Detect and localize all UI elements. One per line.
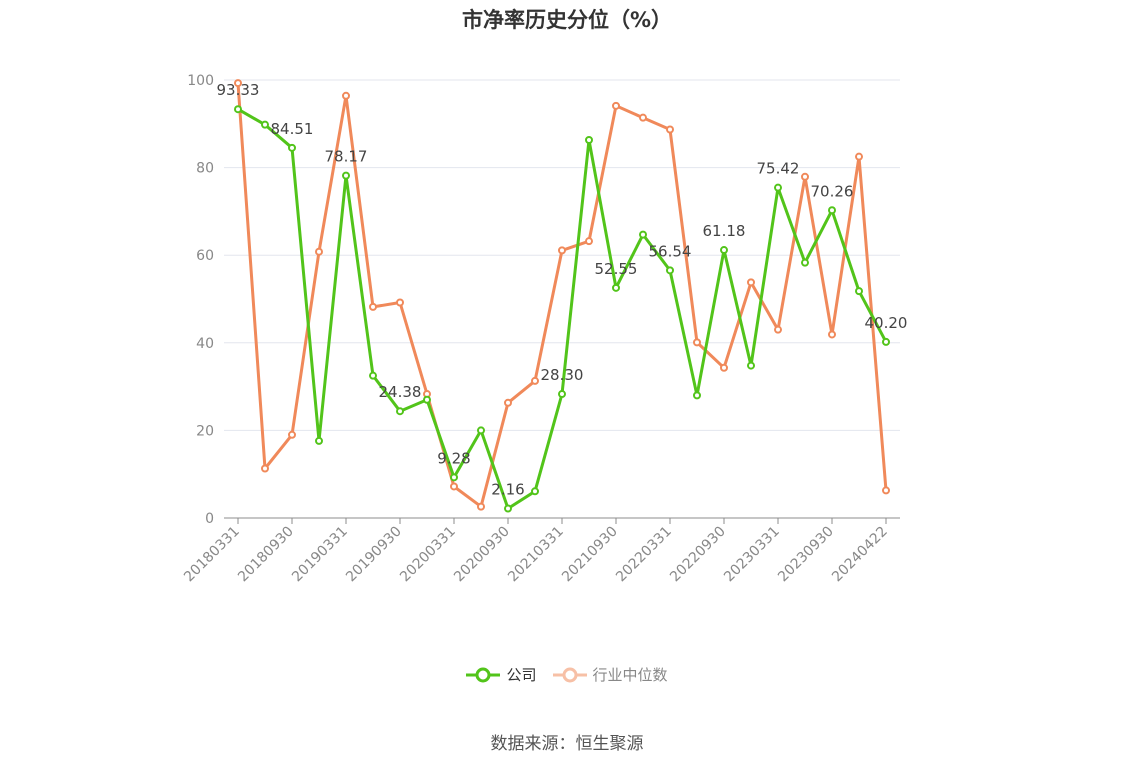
data-point [396,407,404,416]
data-point [882,486,890,495]
legend: 公司 行业中位数 [0,664,1134,685]
data-point [315,436,323,445]
data-point [720,363,728,372]
data-point [612,101,620,110]
legend-label-company: 公司 [506,666,537,684]
x-tick-label: 20230331 [721,524,783,586]
data-point [288,143,296,152]
chart-title: 市净率历史分位（%） [461,8,673,32]
series-layer [234,79,890,513]
data-label: 56.54 [649,242,692,260]
data-label: 28.30 [541,366,584,384]
data-label: 9.28 [437,449,470,467]
x-tick-label: 20220331 [613,524,675,586]
data-point [612,283,620,292]
data-point [315,247,323,256]
data-point [423,395,431,404]
data-point [774,183,782,192]
data-point [747,278,755,287]
x-tick-label: 20190930 [343,524,405,586]
legend-line-symbol-icon [466,667,501,682]
data-point [504,398,512,407]
data-label: 24.38 [379,383,422,401]
data-point [666,266,674,275]
x-tick-label: 20230930 [775,524,837,586]
data-label: 78.17 [325,148,368,166]
data-point [693,391,701,400]
legend-item-industry-median[interactable]: 行业中位数 [552,664,668,685]
y-axis-ticks: 0 20 40 60 80 100 [187,73,214,527]
legend-label-industry-median: 行业中位数 [592,666,668,684]
data-point [234,79,242,88]
data-labels: 93.33 84.51 78.17 24.38 9.28 2.16 28.30 52.55 56… [217,81,908,498]
data-point [855,152,863,161]
data-point [558,390,566,399]
data-point [774,325,782,334]
data-label: 70.26 [811,182,854,200]
legend-line-symbol-icon [552,667,587,682]
data-point [720,246,728,255]
x-tick-label: 20200331 [397,524,459,586]
data-point [747,361,755,370]
data-point [477,502,485,511]
x-tick-label: 20240422 [829,524,891,586]
y-tick-label: 40 [196,336,214,352]
data-label: 93.33 [217,81,260,99]
x-tick-label: 20210331 [505,524,567,586]
legend-item-company[interactable]: 公司 [466,664,537,685]
data-point [585,237,593,246]
y-tick-label: 60 [196,248,214,264]
data-point [855,287,863,296]
data-point [342,171,350,180]
data-point [558,246,566,255]
x-tick-label: 20180331 [181,524,243,586]
x-tick-label: 20220930 [667,524,729,586]
y-tick-label: 100 [187,73,214,89]
data-point [369,302,377,311]
data-label: 84.51 [271,120,314,138]
data-point [801,172,809,181]
data-point [531,487,539,496]
y-tick-label: 20 [196,423,214,439]
data-point [369,371,377,380]
x-axis: 2018033120180930201903312019093020200331… [181,517,900,586]
data-point [342,91,350,100]
data-point [450,482,458,491]
y-tick-label: 80 [196,161,214,177]
data-point [261,464,269,473]
data-point [261,120,269,129]
data-point [234,105,242,114]
y-tick-label: 0 [205,511,214,527]
data-label: 40.20 [865,314,908,332]
data-point [882,337,890,346]
data-point [531,376,539,385]
data-point [504,504,512,513]
data-label: 2.16 [491,481,524,499]
data-label: 52.55 [595,260,638,278]
data-source-note: 数据来源：恒生聚源 [490,734,644,754]
data-point [585,136,593,145]
data-point [666,125,674,134]
x-tick-label: 20180930 [235,524,297,586]
data-point [477,426,485,435]
data-point [396,298,404,307]
data-point [828,330,836,339]
data-point [639,113,647,122]
data-point [801,258,809,267]
x-tick-label: 20200930 [451,524,513,586]
data-point [450,473,458,482]
data-label: 61.18 [703,222,746,240]
data-point [828,206,836,215]
data-point [639,230,647,239]
data-point [288,430,296,439]
x-tick-label: 20190331 [289,524,351,586]
data-point [693,338,701,347]
x-tick-label: 20210930 [559,524,621,586]
data-label: 75.42 [757,160,800,178]
